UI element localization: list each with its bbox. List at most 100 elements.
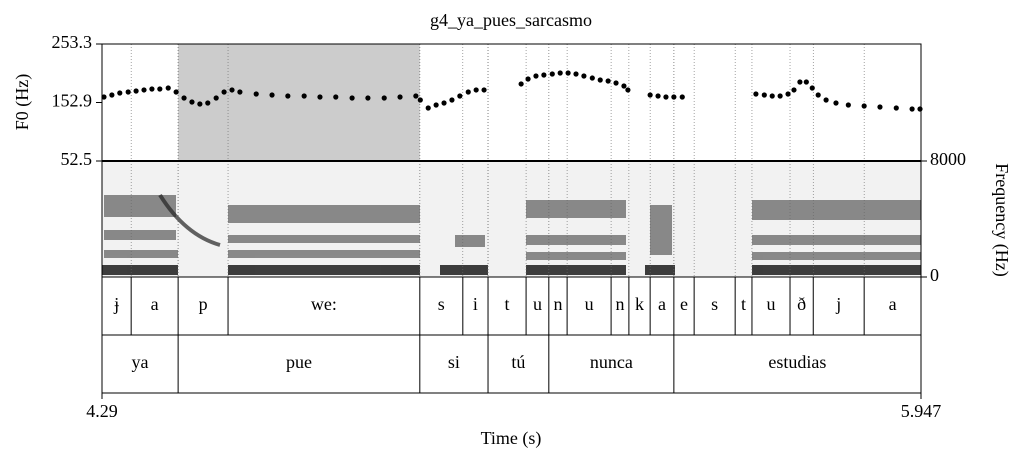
- tier-label: ya: [132, 352, 149, 372]
- f0-point: [213, 95, 219, 101]
- f0-point: [541, 72, 547, 78]
- f0-point: [381, 95, 387, 101]
- tier-label: s: [438, 294, 445, 314]
- f0-point: [861, 103, 867, 109]
- f0-point: [833, 100, 839, 106]
- x-tick-label: 5.947: [901, 401, 942, 421]
- tier-label: a: [658, 294, 666, 314]
- f0-point: [777, 93, 783, 99]
- tier-label: u: [585, 294, 594, 314]
- tier-label: nunca: [590, 352, 633, 372]
- tier-label: n: [553, 294, 562, 314]
- f0-point: [803, 79, 809, 85]
- f0-point: [533, 73, 539, 79]
- y2-tick-label: 0: [930, 265, 939, 285]
- f0-point: [679, 94, 685, 100]
- tier-label: si: [448, 352, 460, 372]
- f0-point: [823, 97, 829, 103]
- tier-label: k: [635, 294, 644, 314]
- f0-point: [845, 102, 851, 108]
- f0-point: [753, 91, 759, 97]
- f0-point: [253, 91, 259, 97]
- f0-point: [671, 94, 677, 100]
- f0-point: [797, 79, 803, 85]
- frame: [101, 43, 922, 394]
- f0-point: [449, 97, 455, 103]
- f0-point: [133, 88, 139, 94]
- f0-point: [165, 85, 171, 91]
- f0-point: [647, 92, 653, 98]
- y-tick-label: 253.3: [52, 32, 93, 52]
- f0-point: [573, 71, 579, 77]
- f0-point: [425, 105, 431, 111]
- f0-point: [333, 94, 339, 100]
- tier-label: i: [473, 294, 478, 314]
- f0-point: [625, 87, 631, 93]
- f0-point: [809, 85, 815, 91]
- f0-point: [365, 95, 371, 101]
- x-axis-label: Time (s): [481, 428, 542, 449]
- f0-point: [109, 92, 115, 98]
- f0-point: [413, 93, 419, 99]
- f0-point: [613, 80, 619, 86]
- f0-point: [621, 83, 627, 89]
- y2-tick-label: 8000: [930, 149, 966, 169]
- f0-point: [117, 90, 123, 96]
- x-tick-label: 4.29: [86, 401, 118, 421]
- f0-point: [317, 94, 323, 100]
- f0-point: [481, 87, 487, 93]
- tier-label: s: [711, 294, 718, 314]
- f0-point: [597, 77, 603, 83]
- f0-point: [761, 92, 767, 98]
- f0-point: [549, 71, 555, 77]
- f0-point: [301, 93, 307, 99]
- f0-point: [397, 94, 403, 100]
- tier-label: tú: [511, 352, 525, 372]
- f0-point: [605, 78, 611, 84]
- f0-point: [433, 102, 439, 108]
- f0-point: [181, 95, 187, 101]
- chart-title: g4_ya_pues_sarcasmo: [430, 10, 592, 30]
- spectrogram: [102, 161, 921, 277]
- y-tick-label: 52.5: [61, 149, 93, 169]
- tier-label: a: [889, 294, 897, 314]
- tier-label: ð: [797, 294, 806, 314]
- f0-point: [473, 87, 479, 93]
- f0-point: [785, 91, 791, 97]
- tier-label: ɉ: [113, 294, 119, 314]
- f0-point: [465, 89, 471, 95]
- f0-point: [149, 86, 155, 92]
- f0-point: [893, 105, 899, 111]
- tier-label: u: [766, 294, 775, 314]
- f0-point: [101, 94, 107, 100]
- f0-point: [125, 89, 131, 95]
- f0-point: [269, 92, 275, 98]
- tier-label: n: [615, 294, 624, 314]
- f0-point: [525, 76, 531, 82]
- f0-point: [663, 94, 669, 100]
- f0-point: [417, 97, 423, 103]
- f0-point: [221, 89, 227, 95]
- y-axis-label: F0 (Hz): [12, 74, 33, 131]
- tier-label: e: [680, 294, 688, 314]
- f0-point: [457, 93, 463, 99]
- tier-label: a: [151, 294, 159, 314]
- f0-point: [157, 86, 163, 92]
- y2-axis-label: Frequency (Hz): [991, 163, 1012, 276]
- f0-point: [557, 70, 563, 76]
- selection: [178, 44, 420, 161]
- f0-point: [877, 104, 883, 110]
- f0-point: [655, 93, 661, 99]
- tier-label: u: [533, 294, 542, 314]
- f0-point: [791, 87, 797, 93]
- tier-label: t: [505, 294, 510, 314]
- f0-point: [441, 100, 447, 106]
- f0-point: [189, 99, 195, 105]
- f0-point: [205, 100, 211, 106]
- f0-point: [581, 73, 587, 79]
- tier-label: pue: [286, 352, 312, 372]
- f0-point: [589, 75, 595, 81]
- f0-point: [141, 87, 147, 93]
- y-tick-label: 152.9: [52, 91, 93, 111]
